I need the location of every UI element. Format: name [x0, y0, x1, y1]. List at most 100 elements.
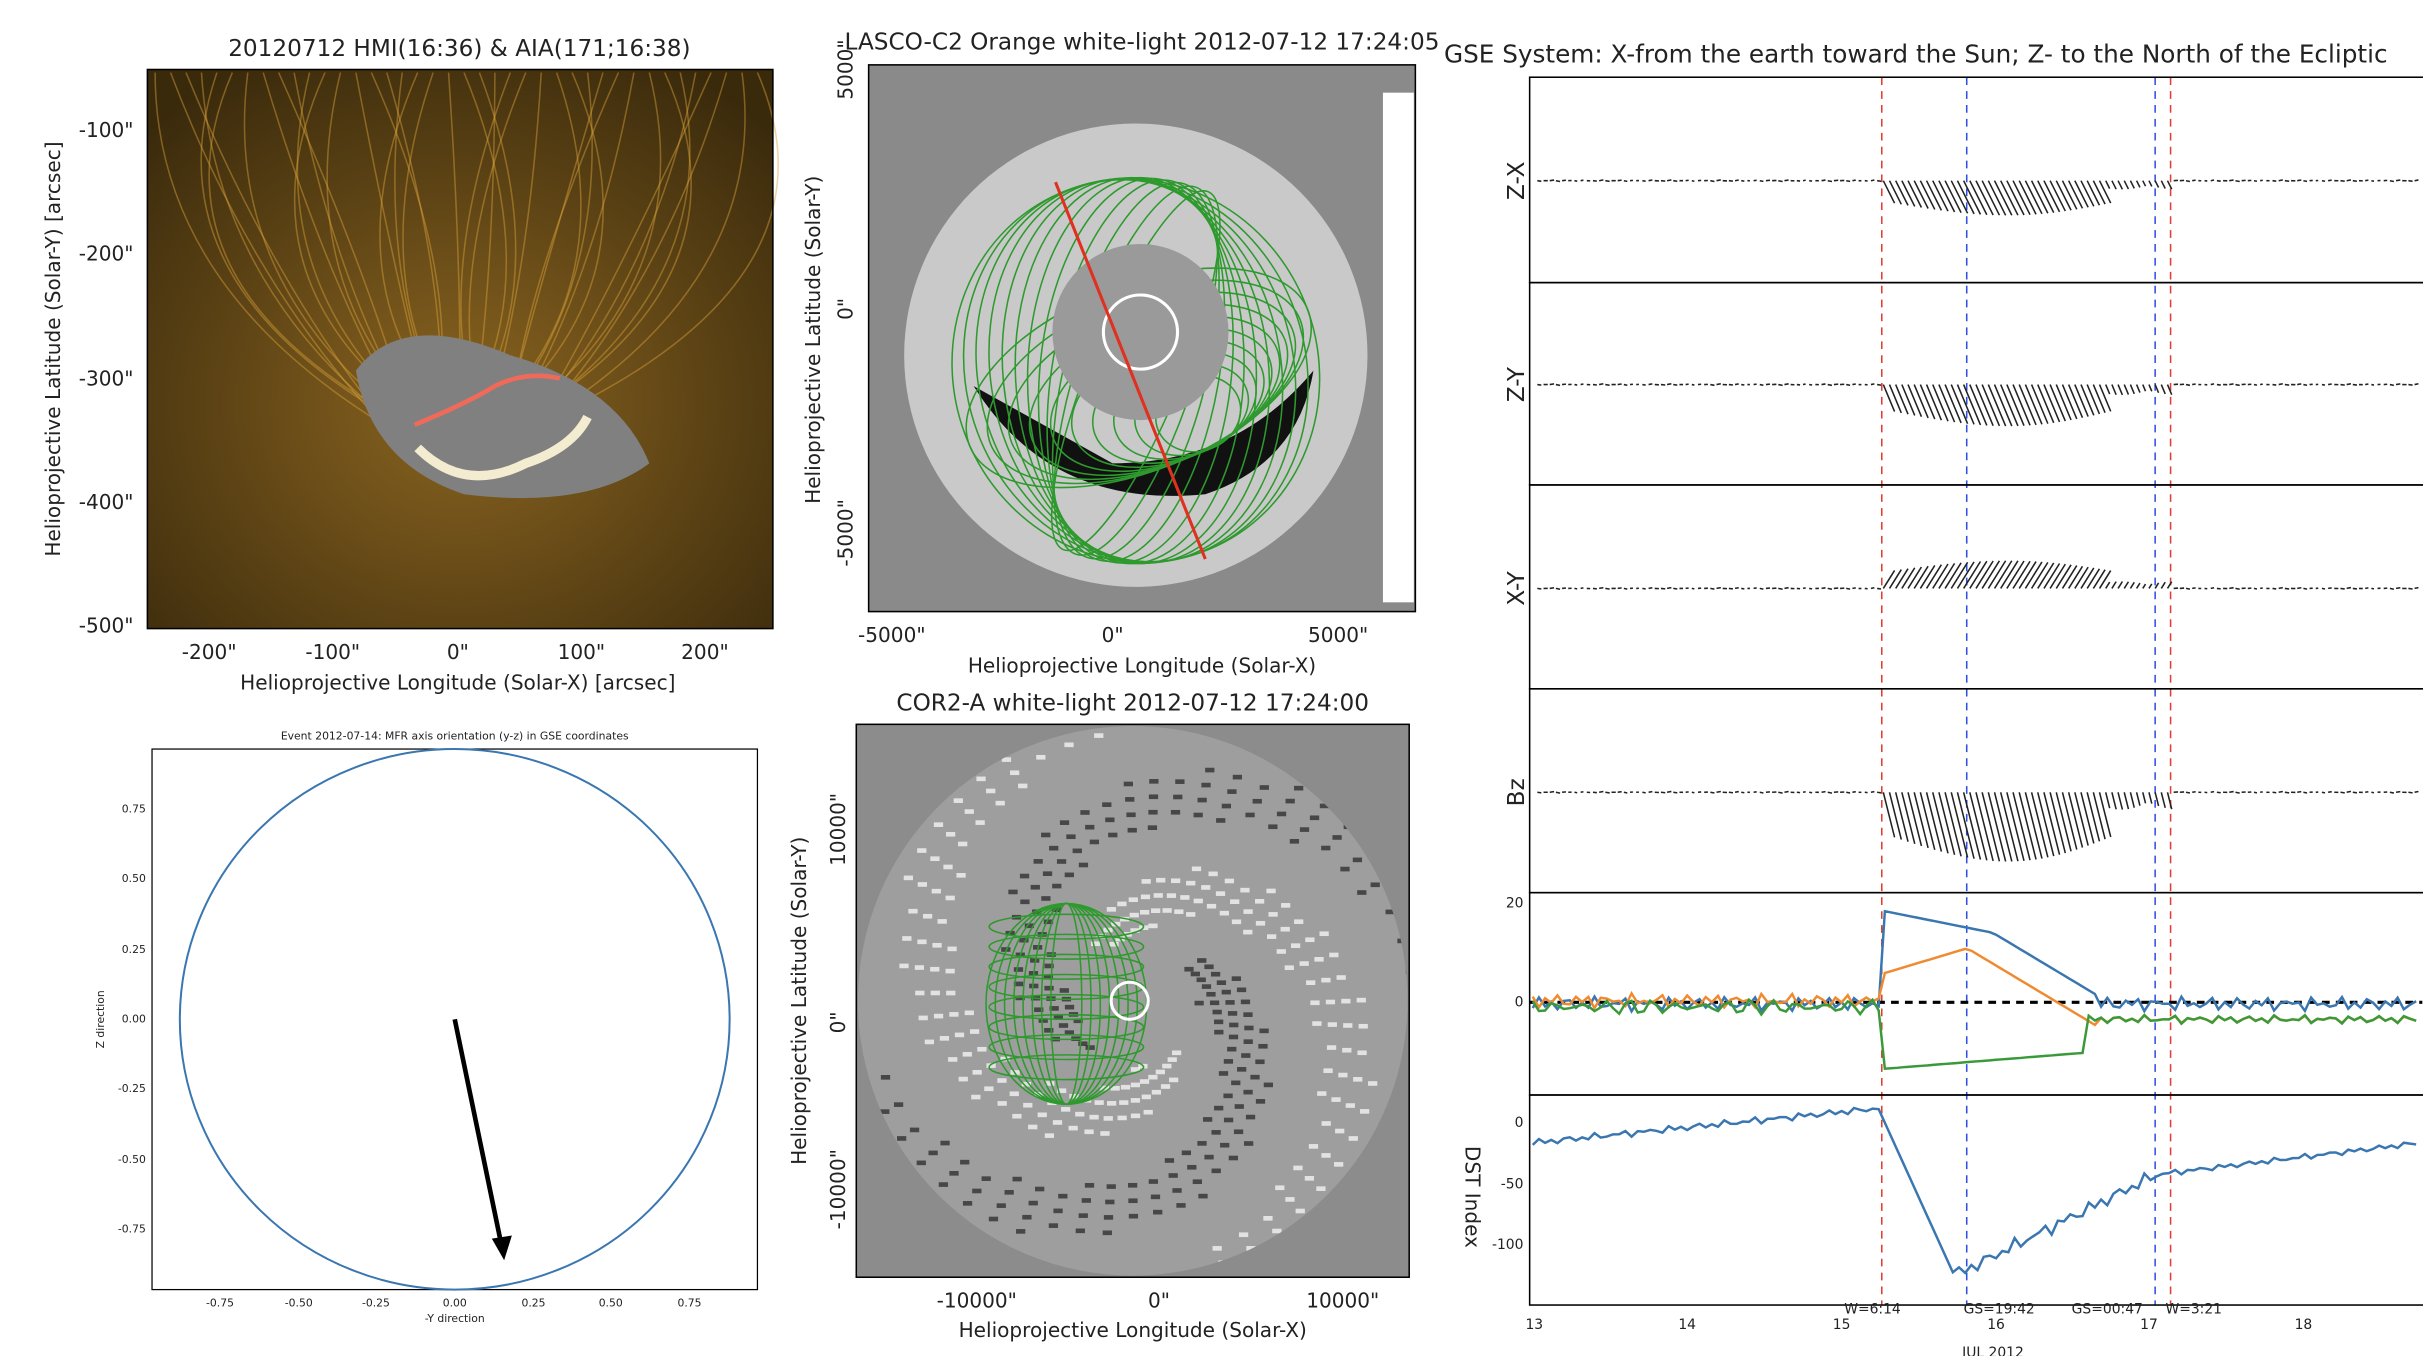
y-tick-label: -0.75 — [118, 1222, 146, 1235]
y-tick-label: -50 — [1501, 1177, 1524, 1193]
mfr-panel: Event 2012-07-14: MFR axis orientation (… — [94, 730, 757, 1325]
speckle — [1371, 882, 1380, 887]
field-vector — [2390, 792, 2394, 793]
field-vector — [2069, 181, 2083, 209]
speckle — [1337, 975, 1346, 980]
field-vector — [1537, 385, 1541, 386]
field-vector — [1624, 792, 1627, 793]
field-vector — [2192, 588, 2195, 589]
speckle — [1263, 1216, 1272, 1221]
field-vector — [1605, 181, 1609, 182]
field-vector — [1914, 181, 1928, 209]
speckle — [1161, 1084, 1170, 1089]
field-vector — [2081, 385, 2094, 416]
speckle — [1326, 1000, 1335, 1005]
field-vector — [2192, 180, 2195, 181]
field-vector — [2340, 588, 2344, 589]
field-vector — [1883, 570, 1894, 588]
speckle — [904, 876, 913, 881]
speckle — [1286, 799, 1295, 804]
field-vector — [1890, 181, 1902, 205]
field-vector — [2322, 588, 2325, 589]
field-vector — [2408, 385, 2412, 386]
speckle — [1169, 1173, 1178, 1178]
speckle — [1272, 1229, 1281, 1234]
field-vector — [2211, 588, 2214, 589]
speckle — [1108, 833, 1117, 838]
field-vector — [1717, 180, 1721, 181]
field-vector — [1890, 792, 1902, 839]
speckle — [1029, 984, 1038, 989]
field-vector — [1624, 181, 1627, 182]
speckle — [1086, 1045, 1095, 1050]
field-vector — [1735, 384, 1739, 385]
speckle — [959, 1077, 968, 1082]
speckle — [1246, 1115, 1255, 1120]
field-vector — [2069, 385, 2083, 418]
speckle — [1213, 1010, 1222, 1015]
speckle — [1076, 1228, 1085, 1233]
speckle — [1013, 1177, 1022, 1182]
speckle — [1312, 1021, 1321, 1026]
field-vector — [1896, 181, 1908, 206]
field-vector — [1890, 570, 1902, 589]
speckle — [1094, 733, 1103, 738]
speckle — [1023, 1103, 1032, 1108]
speckle — [1232, 976, 1241, 981]
field-vector — [2235, 385, 2239, 386]
speckle — [1338, 1073, 1347, 1078]
speckle — [1309, 1144, 1318, 1149]
speckle — [1191, 972, 1200, 977]
field-vector — [1852, 792, 1855, 793]
field-vector — [1828, 792, 1832, 793]
speckle — [1201, 783, 1210, 788]
speckle — [945, 969, 954, 974]
speckle — [1075, 1112, 1084, 1117]
field-vector — [1605, 792, 1609, 793]
field-vector — [1902, 385, 1915, 416]
speckle — [1031, 885, 1040, 890]
field-vector — [2161, 385, 2165, 394]
speckle — [1069, 1126, 1078, 1131]
field-vector — [2365, 180, 2368, 181]
speckle — [1225, 879, 1234, 884]
speckle — [1259, 1029, 1268, 1034]
speckle — [1197, 977, 1206, 982]
speckle — [1095, 1100, 1104, 1105]
field-vector — [1618, 792, 1622, 793]
x-axis-label: Helioprojective Longitude (Solar-X) — [968, 654, 1316, 678]
speckle — [1049, 846, 1058, 851]
x-tick-label: 15 — [1833, 1317, 1851, 1333]
x-tick-label: 5000" — [1308, 623, 1368, 647]
speckle — [1053, 1209, 1062, 1214]
field-vector — [1735, 588, 1739, 589]
speckle — [1148, 810, 1157, 815]
speckle — [1258, 1044, 1267, 1049]
field-vector — [2081, 792, 2094, 843]
field-vector — [1927, 181, 1942, 211]
field-vector — [1581, 588, 1584, 589]
field-vector — [1667, 588, 1671, 589]
field-vector — [1556, 181, 1560, 182]
speckle — [1194, 899, 1203, 904]
speckle — [1220, 911, 1229, 916]
field-vector — [1673, 792, 1677, 793]
speckle — [1335, 1129, 1344, 1134]
speckle — [1229, 1035, 1238, 1040]
speckle — [1327, 1045, 1336, 1050]
field-vector — [2396, 588, 2400, 589]
field-vector — [1642, 181, 1645, 182]
field-vector — [2056, 565, 2071, 589]
speckle — [1107, 1101, 1116, 1106]
field-vector — [1846, 385, 1850, 386]
y-tick-label: 20 — [1506, 895, 1524, 911]
field-vector — [2149, 385, 2152, 392]
field-vector — [2075, 792, 2088, 845]
speckle — [963, 1201, 972, 1206]
speckle — [1239, 1232, 1248, 1237]
speckle — [1148, 1075, 1157, 1080]
speckle — [1131, 1098, 1140, 1103]
speckle — [1342, 1048, 1351, 1053]
field-vector — [2149, 181, 2152, 187]
speckle — [1174, 909, 1183, 914]
